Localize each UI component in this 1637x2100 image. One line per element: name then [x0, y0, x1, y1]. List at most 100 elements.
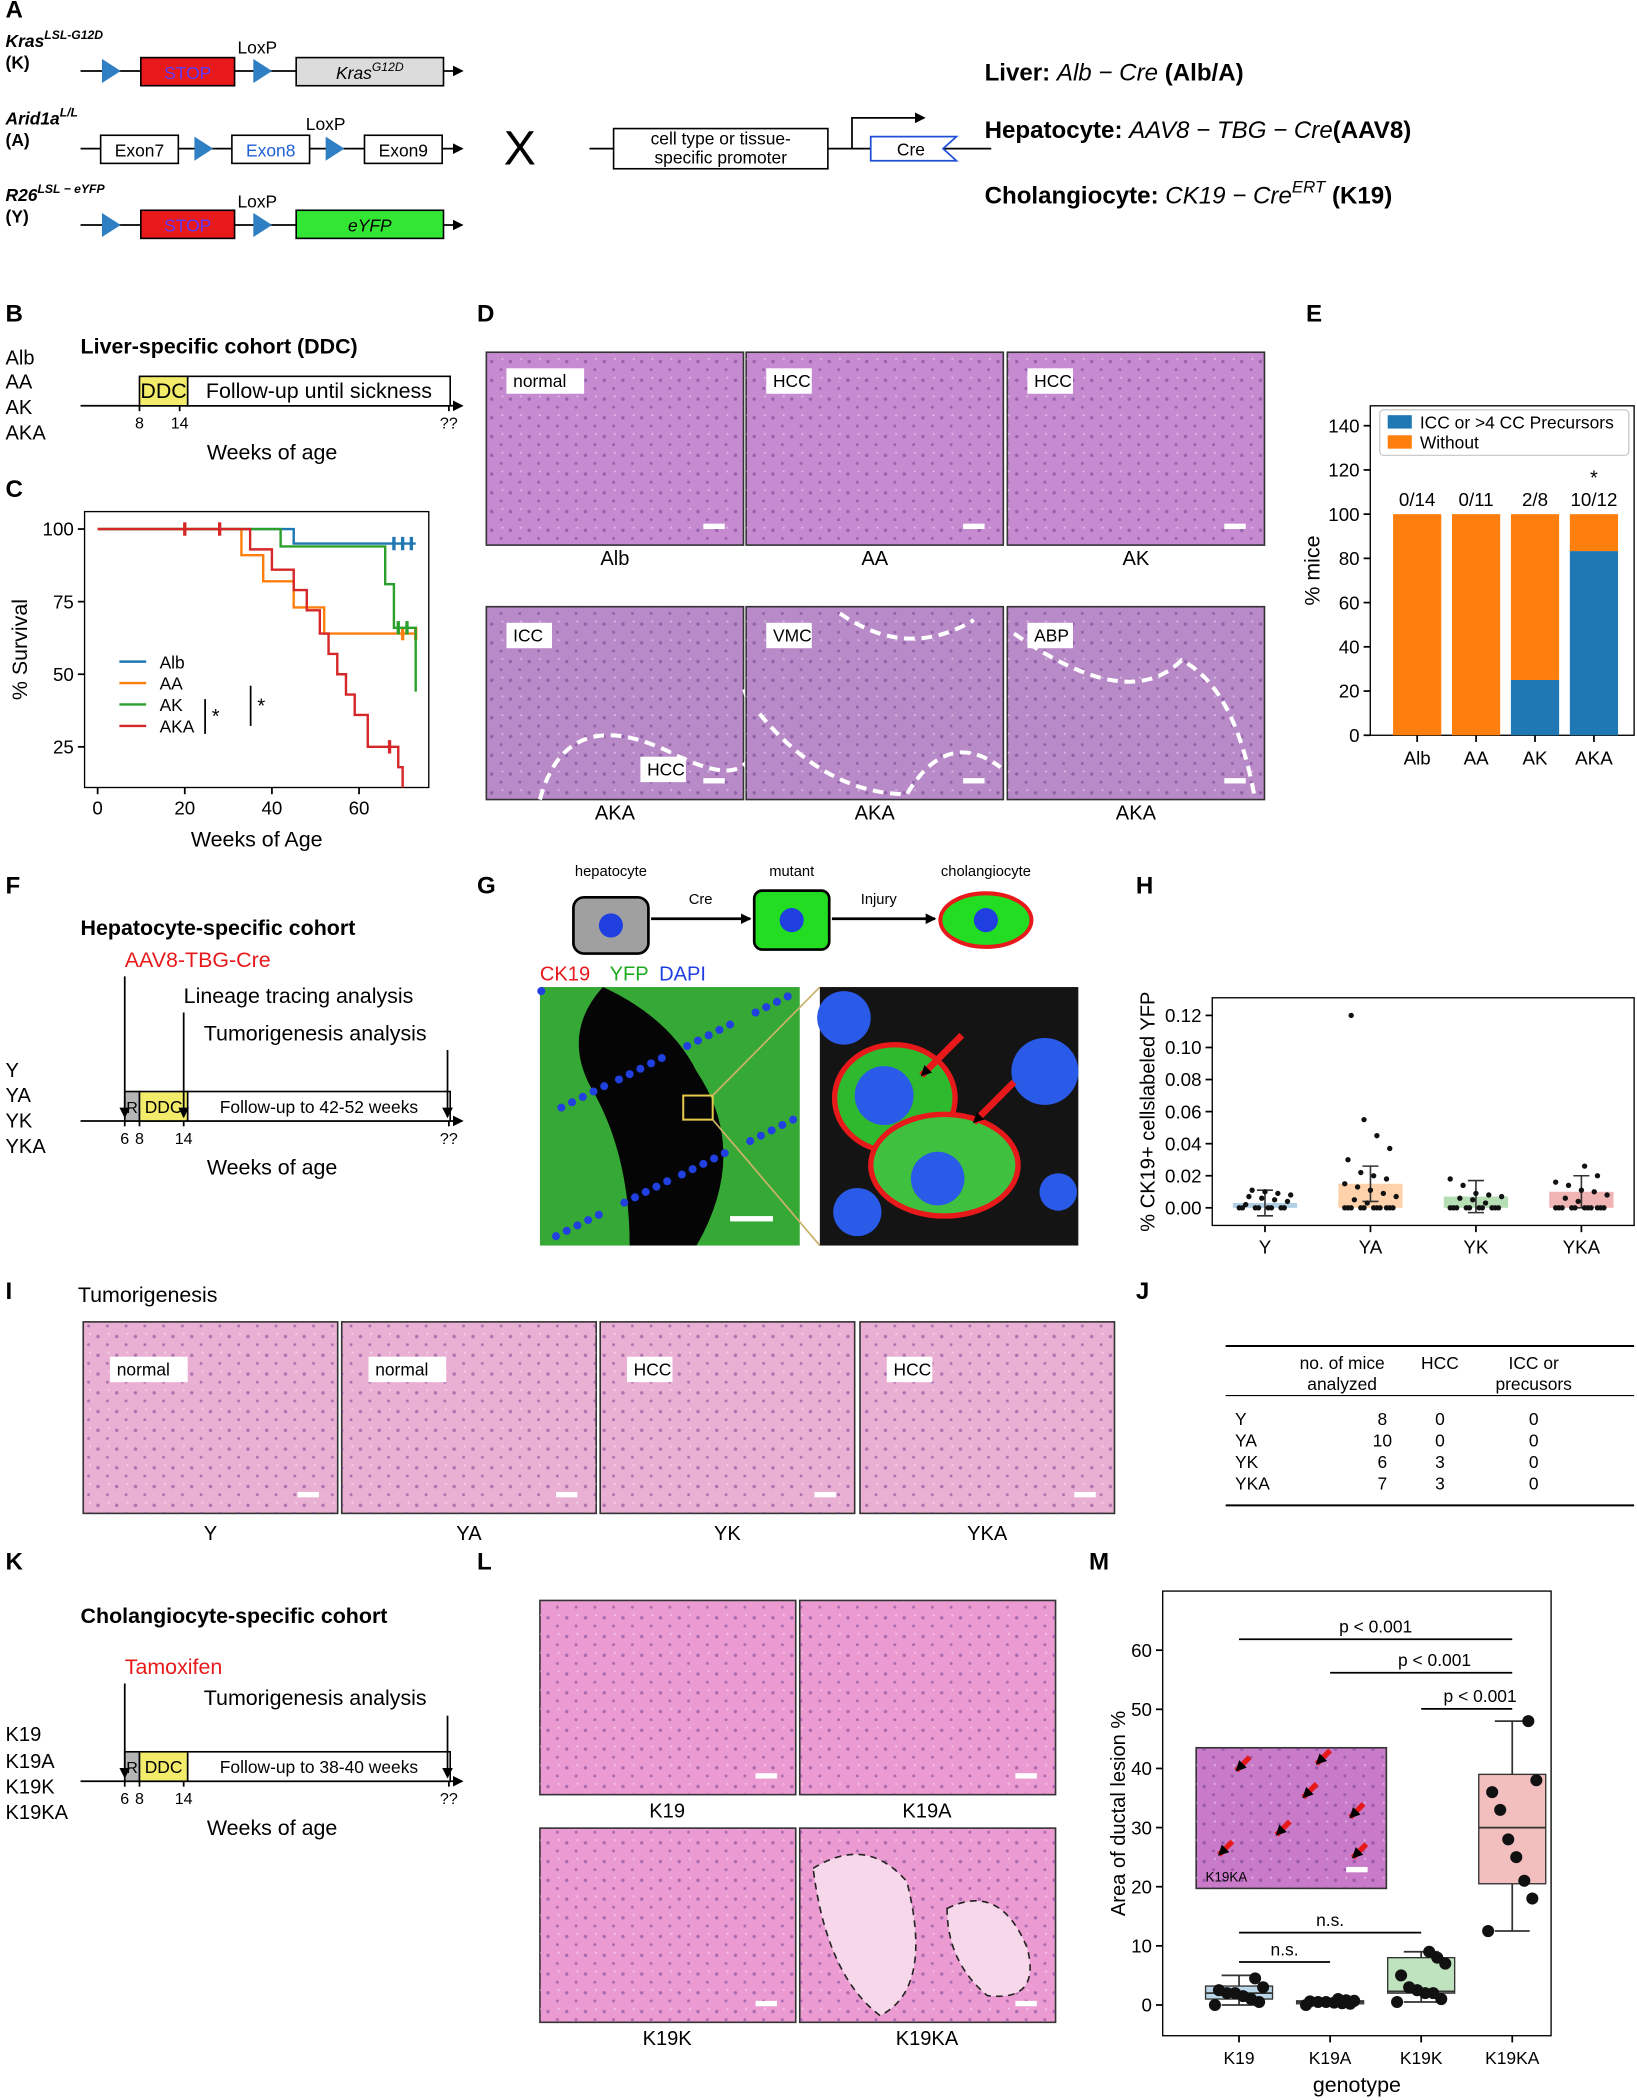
panel-title: Tumorigenesis [78, 1283, 218, 1307]
data-point [1249, 1187, 1255, 1193]
panel-label: K [6, 1549, 24, 1576]
scale-bar [1015, 1773, 1037, 1779]
cross: X [504, 122, 536, 176]
x-tick-label: 60 [349, 797, 370, 818]
table-cell: 10 [1373, 1430, 1392, 1450]
panel-label: M [1089, 1549, 1109, 1576]
bar [1451, 514, 1501, 736]
x-tick-label: Y [1259, 1237, 1272, 1258]
analysis-label: Tumorigenesis analysis [204, 1022, 427, 1046]
data-point [1565, 1182, 1572, 1189]
panel-label: E [1306, 300, 1322, 327]
data-point [1288, 1192, 1294, 1198]
treatment-label: AAV8-TBG-Cre [125, 948, 271, 972]
cre-box [869, 135, 959, 162]
nucleus [854, 1066, 914, 1125]
comparison-label: p < 0.001 [1398, 1650, 1471, 1670]
y-tick-label: 0.04 [1165, 1133, 1202, 1154]
data-point [1594, 1173, 1601, 1179]
x-tick-label: AA [1464, 748, 1490, 769]
scale-bar [297, 1491, 319, 1498]
x-axis-label: Weeks of Age [191, 827, 323, 851]
nucleus [551, 1232, 561, 1241]
red-arrow [1314, 1748, 1333, 1766]
nucleus [751, 1008, 760, 1017]
group-label: K19KA [6, 1802, 69, 1824]
group-label: K19 [6, 1724, 42, 1746]
image-caption: K19 [649, 1800, 685, 1822]
legend-swatch [1387, 435, 1412, 449]
y-tick-label: 40 [1131, 1758, 1152, 1779]
exon-label: Exon7 [115, 141, 164, 161]
y-tick-label: 0.10 [1165, 1037, 1202, 1058]
image-caption: AKA [1116, 803, 1157, 825]
data-point [1562, 1195, 1568, 1201]
label-part: Kras [6, 31, 45, 51]
followup-box [186, 1750, 451, 1783]
eyfp-label: eYFP [348, 216, 392, 236]
step-label: Cre [689, 892, 713, 908]
survival-line [97, 527, 416, 545]
bar [1569, 514, 1619, 552]
plot-frame [1369, 405, 1635, 736]
data-point [1208, 1998, 1221, 2011]
data-point [1423, 1945, 1436, 1958]
exon-label: Exon9 [379, 141, 428, 161]
table-cell: 3 [1435, 1473, 1445, 1493]
scale-bar [730, 1216, 773, 1222]
scale-bar [1015, 2000, 1037, 2007]
data-point [1510, 1851, 1523, 1864]
timeline-tick-label: ?? [440, 1790, 458, 1808]
zoom-box [682, 1094, 714, 1121]
data-point [1212, 1984, 1225, 1997]
r-label: R [126, 1759, 138, 1777]
cell-label: hepatocyte [575, 864, 647, 880]
data-point [1361, 1116, 1367, 1123]
x-tick-label: YA [1359, 1237, 1383, 1258]
nucleus [584, 1216, 593, 1225]
y-tick-label: 50 [1131, 1699, 1152, 1720]
tissue-texture [539, 1600, 796, 1795]
nucleus [641, 1187, 650, 1196]
nucleus [562, 1226, 571, 1235]
stop-text: STOP [164, 216, 211, 236]
label-bg [766, 368, 812, 394]
nucleus [710, 1154, 719, 1163]
y-tick-label: 30 [1131, 1817, 1152, 1838]
nucleus [693, 1036, 702, 1045]
data-point [1259, 1195, 1265, 1201]
stain-label: YFP [610, 963, 649, 985]
nucleus [631, 1193, 640, 1202]
nucleus [625, 1070, 634, 1079]
group-label: K19A [6, 1751, 56, 1773]
timeline-tick-label: 8 [135, 1130, 144, 1148]
x-tick-label: YK [1463, 1237, 1489, 1258]
label-bg [1027, 368, 1073, 394]
y-tick-label: 20 [1339, 681, 1360, 702]
label-part: ERT [1292, 178, 1327, 197]
nucleus [663, 1177, 672, 1186]
timeline-xlabel: Weeks of age [207, 440, 338, 464]
data-point [1377, 1205, 1383, 1211]
data-point [1257, 1981, 1270, 1994]
exon-box [363, 134, 443, 165]
y-tick-label: 0.00 [1165, 1198, 1202, 1219]
annotation: * [257, 695, 265, 717]
timeline-tick-label: 6 [120, 1130, 129, 1148]
image-label: VMC [773, 626, 812, 646]
timeline-tick-label: 6 [120, 1790, 129, 1808]
legend-label: AA [160, 674, 184, 694]
image-label: ICC [513, 626, 543, 646]
table-cell: 0 [1529, 1452, 1539, 1472]
tissue-texture [83, 1321, 338, 1514]
red-arrow [1350, 1842, 1369, 1860]
lesion-outline [812, 1853, 1031, 2017]
x-tick-label: YKA [1563, 1237, 1601, 1258]
data-point [1482, 1200, 1489, 1206]
data-point [1575, 1198, 1581, 1205]
red-arrow [1274, 1819, 1292, 1837]
cell-label: cholangiocyte [941, 864, 1031, 880]
tissue-texture [600, 1321, 855, 1514]
table-cell: 0 [1529, 1473, 1539, 1493]
